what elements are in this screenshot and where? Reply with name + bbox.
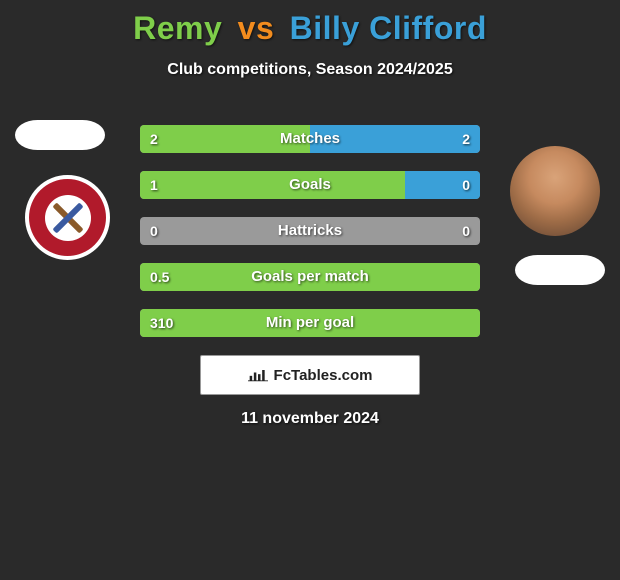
player1-club-badge (25, 175, 110, 260)
stat-row: 0.5Goals per match (140, 263, 480, 291)
chart-icon (248, 367, 268, 383)
stats-container: 22Matches 10Goals 00Hattricks 0.5Goals per … (140, 125, 480, 355)
stat-label: Goals (140, 171, 480, 199)
player2-avatar (510, 146, 600, 236)
stat-label: Hattricks (140, 217, 480, 245)
footer-date: 11 november 2024 (0, 410, 620, 428)
stat-row: 10Goals (140, 171, 480, 199)
fctables-branding: FcTables.com (200, 355, 420, 395)
stat-label: Min per goal (140, 309, 480, 337)
vs-label: vs (238, 10, 275, 46)
stat-label: Matches (140, 125, 480, 153)
player1-name: Remy (133, 10, 222, 46)
fctables-label: FcTables.com (274, 367, 373, 384)
subtitle: Club competitions, Season 2024/2025 (0, 61, 620, 79)
stat-label: Goals per match (140, 263, 480, 291)
player1-placeholder-ellipse (15, 120, 105, 150)
stat-row: 22Matches (140, 125, 480, 153)
stat-row: 310Min per goal (140, 309, 480, 337)
player2-placeholder-ellipse (515, 255, 605, 285)
stat-row: 00Hattricks (140, 217, 480, 245)
player2-name: Billy Clifford (290, 10, 487, 46)
page-title: Remy vs Billy Clifford (0, 0, 620, 47)
